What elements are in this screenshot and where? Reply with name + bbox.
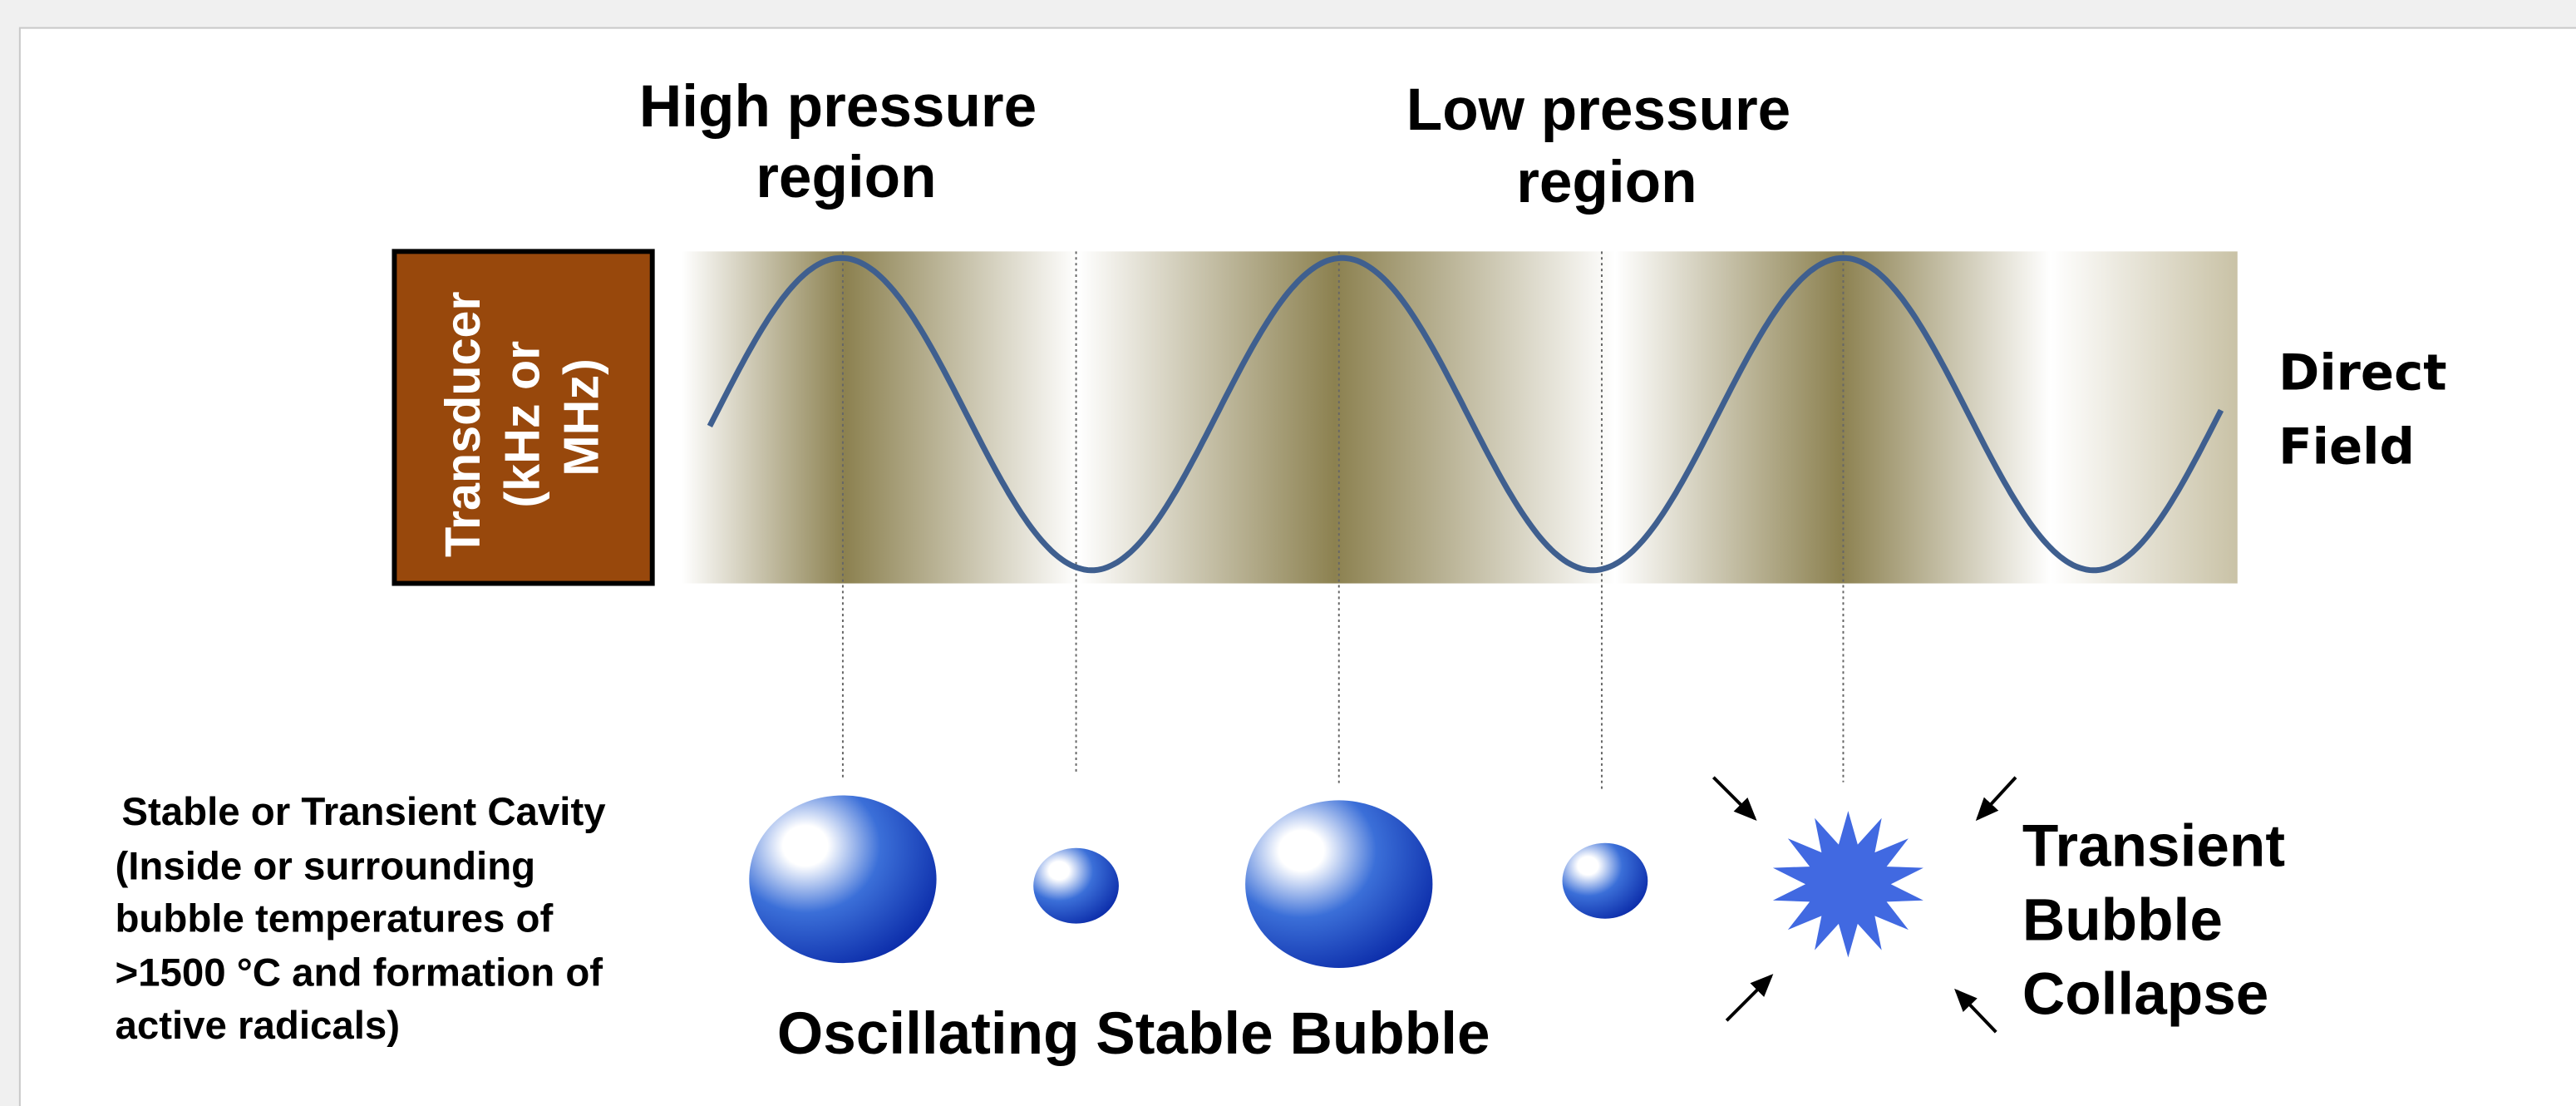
large-bubble — [1245, 800, 1432, 968]
page: High pressure region Low pressure region… — [0, 0, 2576, 1106]
pressure-field — [682, 251, 2237, 583]
diagram: High pressure region Low pressure region… — [0, 0, 2576, 1106]
large-bubble — [749, 795, 936, 963]
small-bubble — [1033, 848, 1119, 924]
stable-bubble-label: Oscillating Stable Bubble — [777, 1001, 1490, 1067]
small-bubble — [1563, 843, 1648, 919]
